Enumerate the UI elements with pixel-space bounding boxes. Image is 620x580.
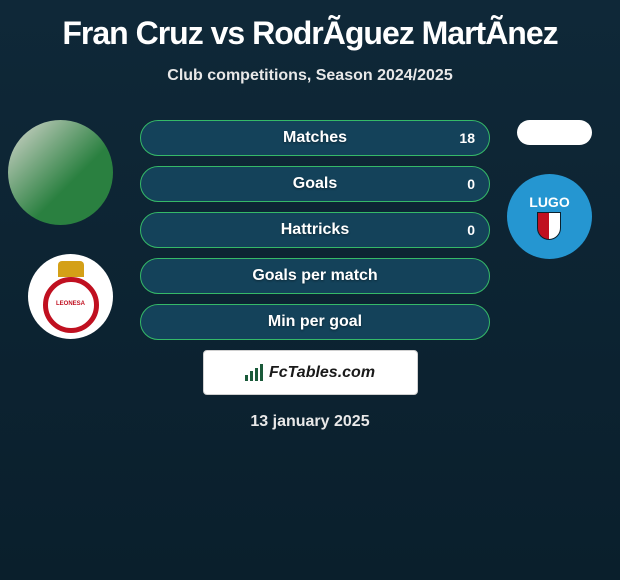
date-label: 13 january 2025 <box>0 413 620 431</box>
stat-row: Matches 18 <box>140 120 490 156</box>
stat-row: Goals 0 <box>140 166 490 202</box>
content-area: LEONESA LUGO Matches 18 Goals 0 <box>0 120 620 431</box>
page-title: Fran Cruz vs RodrÃ­guez MartÃ­nez <box>0 15 620 52</box>
player-right-photo-placeholder <box>517 120 592 145</box>
club-logo-left: LEONESA <box>28 254 113 339</box>
stat-right-value: 18 <box>459 130 475 146</box>
chart-icon <box>245 364 263 381</box>
lugo-label: LUGO <box>529 194 569 210</box>
club-logo-right: LUGO <box>507 174 592 259</box>
stat-label: Goals per match <box>252 267 377 285</box>
branding-text: FcTables.com <box>269 364 375 382</box>
stat-row: Goals per match <box>140 258 490 294</box>
stat-right-value: 0 <box>467 222 475 238</box>
stat-label: Min per goal <box>268 313 362 331</box>
bar-icon <box>260 364 263 381</box>
stat-label: Hattricks <box>281 221 349 239</box>
crown-icon <box>58 261 84 277</box>
stat-label: Goals <box>293 175 337 193</box>
crest-left-icon: LEONESA <box>40 261 102 333</box>
bar-icon <box>255 368 258 381</box>
bar-icon <box>250 371 253 381</box>
stat-right-value: 0 <box>467 176 475 192</box>
lugo-badge-icon: LUGO <box>529 194 569 240</box>
crest-ring: LEONESA <box>43 277 99 333</box>
branding-box: FcTables.com <box>203 350 418 395</box>
comparison-card: Fran Cruz vs RodrÃ­guez MartÃ­nez Club c… <box>0 0 620 441</box>
stat-label: Matches <box>283 129 347 147</box>
bar-icon <box>245 375 248 381</box>
stat-row: Min per goal <box>140 304 490 340</box>
player-left-photo <box>8 120 113 225</box>
subtitle: Club competitions, Season 2024/2025 <box>0 67 620 85</box>
lugo-shield-icon <box>537 212 561 240</box>
stats-list: Matches 18 Goals 0 Hattricks 0 Goals per… <box>140 120 490 340</box>
stat-row: Hattricks 0 <box>140 212 490 248</box>
